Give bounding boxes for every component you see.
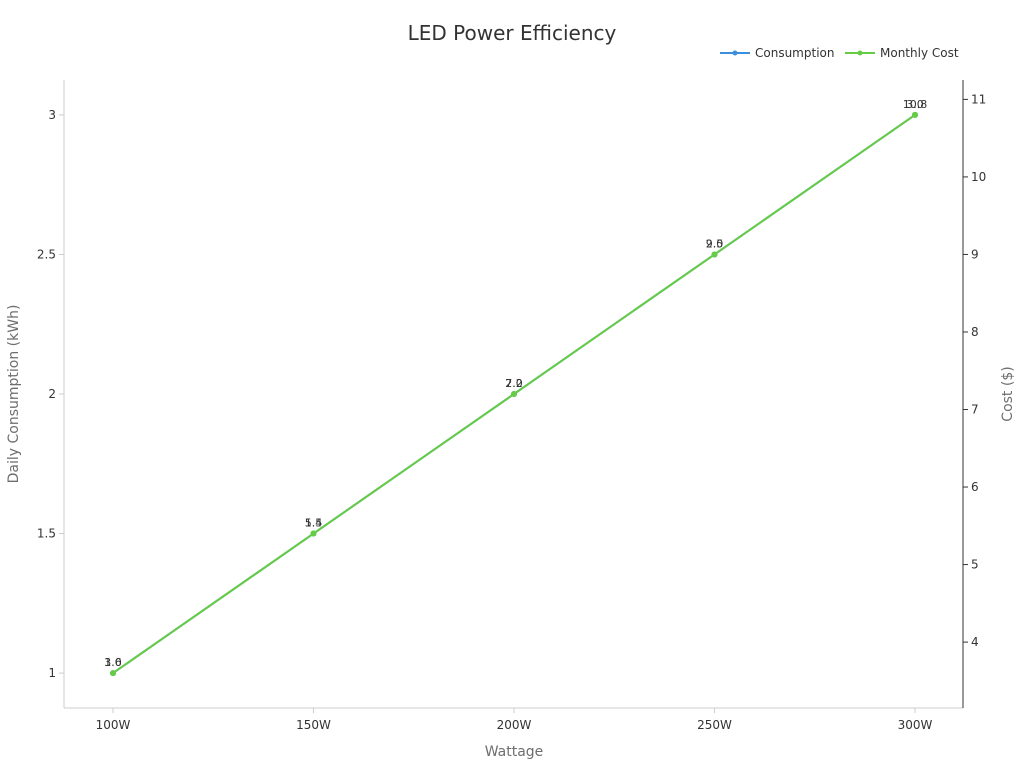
legend: Consumption Monthly Cost — [720, 46, 959, 60]
data-label: 9.0 — [706, 237, 724, 250]
x-tick-label: 200W — [497, 718, 532, 732]
chart-title: LED Power Efficiency — [408, 21, 617, 45]
x-axis-title: Wattage — [485, 744, 544, 760]
data-label: 3.6 — [104, 656, 122, 669]
data-label: 7.2 — [505, 377, 523, 390]
y2-tick-label: 9 — [971, 247, 979, 261]
data-label: 5.4 — [305, 517, 323, 530]
data-point — [912, 111, 918, 118]
data-label: 3.0 — [906, 98, 924, 111]
y-tick-label: 2.5 — [37, 247, 56, 261]
y-axis-title: Daily Consumption (kWh) — [6, 305, 22, 484]
legend-label: Monthly Cost — [880, 46, 959, 60]
y2-tick-label: 11 — [971, 92, 986, 106]
y2-tick-label: 8 — [971, 325, 979, 339]
legend-marker — [857, 50, 863, 56]
series-group: 1.0 1.5 2.0 2.5 3.0 3.6 5.4 7.2 9.0 10.8 — [104, 98, 928, 677]
data-point — [110, 670, 116, 677]
x-tick-label: 250W — [697, 718, 732, 732]
legend-marker — [732, 50, 738, 56]
data-label: 10.8 — [903, 98, 928, 111]
data-point — [310, 530, 317, 537]
y2-tick-label: 7 — [971, 403, 979, 417]
y2-axis-title: Cost ($) — [1000, 366, 1016, 421]
data-label: 1.0 — [104, 656, 122, 669]
x-tick-label: 300W — [898, 718, 933, 732]
x-axis-ticks: 100W 150W 200W 250W 300W — [96, 708, 933, 732]
y-tick-label: 1 — [48, 666, 56, 680]
y2-axis-ticks: 4 5 6 7 8 9 10 11 — [963, 92, 986, 649]
y-axis-ticks: 1 1.5 2 2.5 3 — [37, 108, 64, 680]
y2-tick-label: 4 — [971, 635, 979, 649]
data-point — [511, 391, 517, 397]
y2-tick-label: 10 — [971, 170, 986, 184]
y2-tick-label: 6 — [971, 480, 979, 494]
y-tick-label: 3 — [48, 108, 56, 122]
y-tick-label: 1.5 — [37, 527, 56, 541]
x-tick-label: 100W — [96, 718, 131, 732]
data-label: 1.5 — [305, 517, 323, 530]
y-tick-label: 2 — [48, 387, 56, 401]
data-label: 2.0 — [505, 377, 523, 390]
legend-label: Consumption — [755, 46, 834, 60]
y2-tick-label: 5 — [971, 558, 979, 572]
data-point — [711, 251, 718, 258]
x-tick-label: 150W — [296, 718, 331, 732]
data-label: 2.5 — [706, 237, 724, 250]
